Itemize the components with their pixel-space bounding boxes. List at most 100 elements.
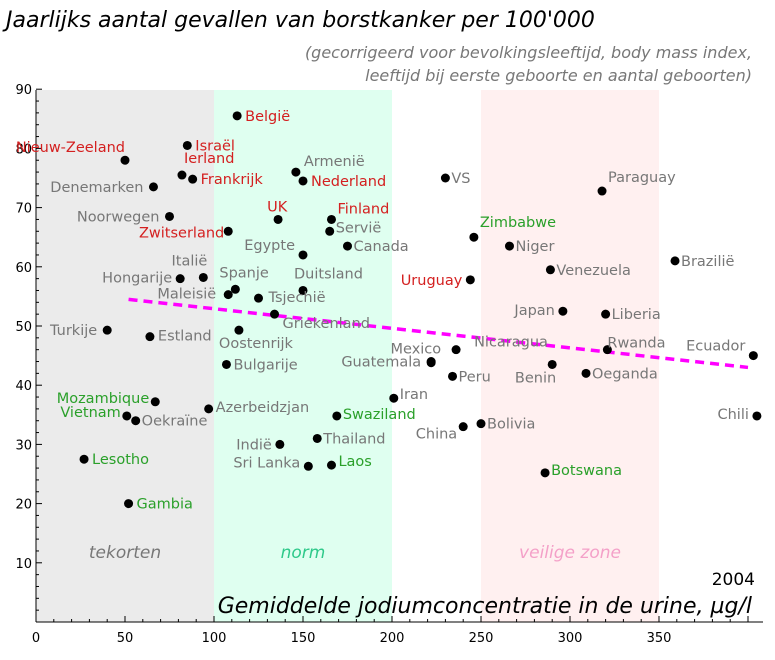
label-peru: Peru <box>459 369 491 385</box>
point-itali- <box>198 272 208 282</box>
label-zwitserland: Zwitserland <box>139 225 224 241</box>
label-tsjechi-: Tsjechië <box>268 290 326 306</box>
label-indi-: Indië <box>236 437 272 453</box>
point-rwanda <box>602 345 612 355</box>
point-benin <box>547 359 557 369</box>
point-nederland <box>298 176 308 186</box>
label-egypte: Egypte <box>244 238 295 254</box>
point-canada <box>343 241 352 251</box>
point-belgi- <box>232 111 242 121</box>
y-tick-label: 80 <box>15 142 32 157</box>
point-paraguay <box>597 186 607 196</box>
label-nicaragua: Nicaragua <box>474 335 548 351</box>
label-lesotho: Lesotho <box>92 452 149 468</box>
point-brazili- <box>670 256 680 266</box>
x-tick-label: 0 <box>32 631 40 646</box>
x-tick-label: 300 <box>558 631 583 646</box>
label-nieuw-zeeland: Nieuw-Zeeland <box>16 140 125 156</box>
zone-label-0: tekorten <box>89 543 161 563</box>
label-belgi-: België <box>245 109 290 125</box>
x-tick-label: 100 <box>202 631 227 646</box>
point-bolivia <box>476 419 486 429</box>
point-oekra-ne <box>131 416 141 426</box>
point-lesotho <box>79 454 89 464</box>
point-griekenland <box>270 309 280 319</box>
country-labels: België Israël Nieuw-Zeeland Ierland Frankrij… <box>16 109 749 513</box>
point-frankrijk <box>188 174 198 184</box>
label-guatemala: Guatemala <box>341 355 421 371</box>
label-niger: Niger <box>515 239 554 255</box>
label-oeganda: Oeganda <box>592 366 658 382</box>
chart-title: Jaarlijks aantal gevallen van borstkanke… <box>2 8 595 33</box>
label-benin: Benin <box>515 370 556 386</box>
label-bulgarije: Bulgarije <box>233 357 297 373</box>
point-oostenrijk <box>234 325 244 335</box>
label-zimbabwe: Zimbabwe <box>480 215 556 231</box>
point-iran <box>389 393 399 403</box>
label-frankrijk: Frankrijk <box>201 172 264 188</box>
point-oeganda <box>581 368 591 378</box>
point-finland <box>326 214 336 224</box>
point-vietnam <box>122 411 132 421</box>
label-brazili-: Brazilië <box>681 254 734 270</box>
point-peru <box>448 371 458 381</box>
label-duitsland: Duitsland <box>294 266 363 282</box>
y-tick-label: 50 <box>15 320 32 335</box>
y-tick-label: 40 <box>15 379 32 394</box>
label-chili: Chili <box>717 407 748 423</box>
label-vs: VS <box>451 171 470 187</box>
label-nederland: Nederland <box>311 174 386 190</box>
point-gambia <box>124 499 134 509</box>
x-tick-label: 150 <box>291 631 316 646</box>
x-axis-label: Gemiddelde jodiumconcentratie in de urin… <box>218 594 752 619</box>
point-chili <box>752 411 762 421</box>
x-tick-label: 50 <box>117 631 134 646</box>
point-liberia <box>601 309 611 319</box>
label-isra-l: Israël <box>195 138 235 154</box>
point-zwitserland <box>223 226 233 236</box>
point-armeni- <box>291 167 301 177</box>
point-thailand <box>312 433 322 443</box>
point-servi- <box>325 226 335 236</box>
label-swaziland: Swaziland <box>343 407 416 423</box>
point-zimbabwe <box>469 232 479 242</box>
point-hongarije <box>175 274 185 284</box>
point-denemarken <box>148 182 158 192</box>
point-indi- <box>275 439 285 449</box>
point-ecuador <box>748 351 758 361</box>
point-spanje <box>230 284 240 294</box>
label-ierland: Ierland <box>184 151 234 167</box>
y-tick-label: 10 <box>15 557 32 572</box>
label-ecuador: Ecuador <box>686 339 745 355</box>
y-tick-label: 30 <box>15 438 32 453</box>
x-tick-label: 350 <box>647 631 672 646</box>
point-tsjechi- <box>254 293 263 303</box>
label-oostenrijk: Oostenrijk <box>219 336 294 352</box>
point-bulgarije <box>221 359 231 369</box>
label-uk: UK <box>267 199 288 215</box>
label-botswana: Botswana <box>551 463 622 479</box>
label-armeni-: Armenië <box>304 154 365 170</box>
point-china <box>458 422 468 432</box>
label-azerbeidzjan: Azerbeidzjan <box>216 400 310 416</box>
point-uk <box>273 214 283 224</box>
y-tick-label: 90 <box>15 83 32 98</box>
label-rwanda: Rwanda <box>607 336 665 352</box>
label-servi-: Servië <box>336 220 382 236</box>
label-estland: Estland <box>158 329 212 345</box>
point-estland <box>145 332 155 342</box>
label-iran: Iran <box>400 387 428 403</box>
point-turkije <box>102 325 112 335</box>
point-niger <box>504 241 514 251</box>
label-thailand: Thailand <box>322 431 385 447</box>
label-laos: Laos <box>338 454 371 470</box>
point-nicaragua <box>451 345 461 355</box>
y-tick-label: 70 <box>15 202 32 217</box>
zone-label-1: norm <box>281 543 326 563</box>
label-uruguay: Uruguay <box>401 273 463 289</box>
label-mozambique: Mozambique <box>57 391 150 407</box>
point-azerbeidzjan <box>204 404 214 414</box>
point-botswana <box>540 468 550 478</box>
label-noorwegen: Noorwegen <box>77 209 160 225</box>
